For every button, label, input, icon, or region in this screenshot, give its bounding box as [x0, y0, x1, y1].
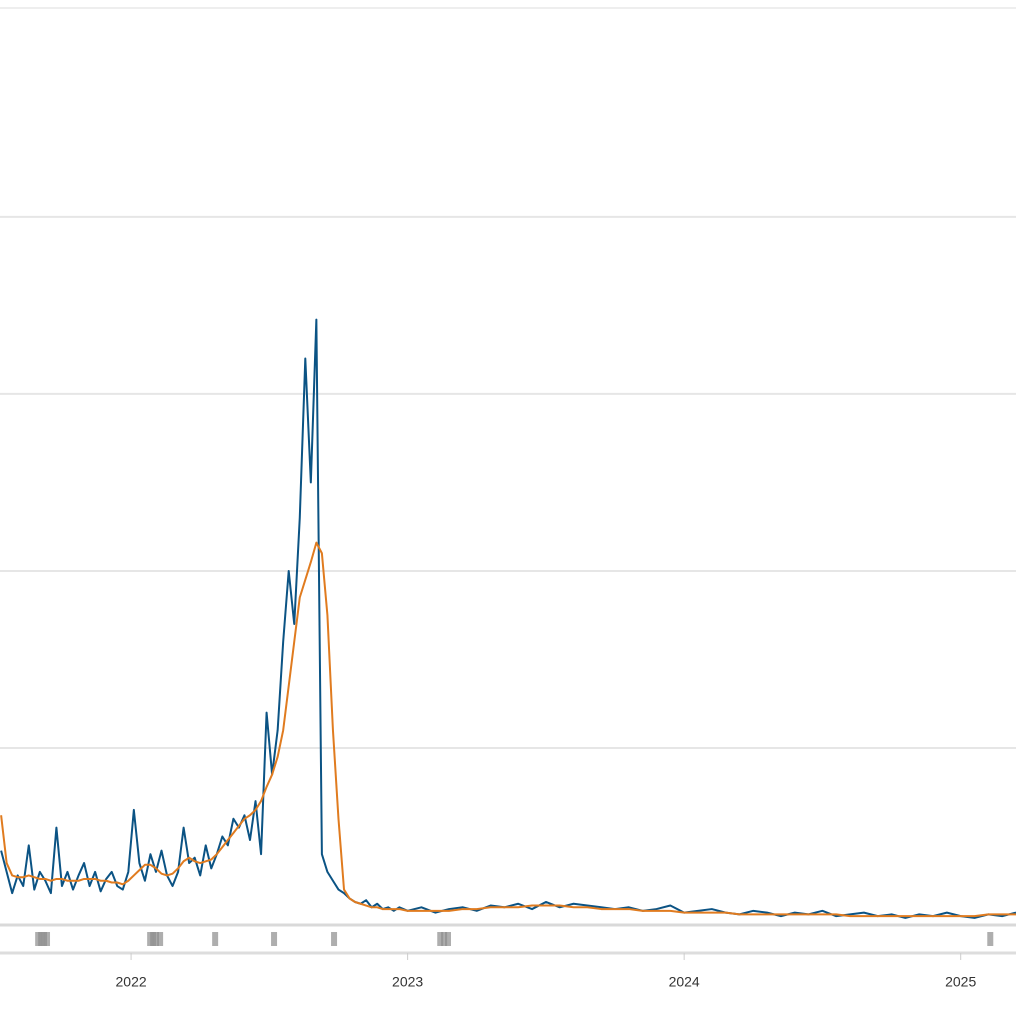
x-tick-label: 2024 [669, 974, 700, 990]
event-mark [212, 932, 219, 946]
event-mark [147, 932, 154, 946]
event-mark [437, 932, 444, 946]
event-mark [987, 932, 994, 946]
event-mark [44, 932, 51, 946]
event-mark [331, 932, 338, 946]
x-tick-label: 2023 [392, 974, 423, 990]
event-mark [35, 932, 42, 946]
event-mark [271, 932, 278, 946]
series-line [0, 541, 1016, 918]
series-line [0, 318, 1016, 919]
event-mark [40, 932, 47, 946]
event-mark [152, 932, 159, 946]
x-tick-label: 2022 [116, 974, 147, 990]
event-mark [441, 932, 448, 946]
event-mark [157, 932, 164, 946]
x-tick-label: 2025 [945, 974, 976, 990]
event-mark [444, 932, 451, 946]
